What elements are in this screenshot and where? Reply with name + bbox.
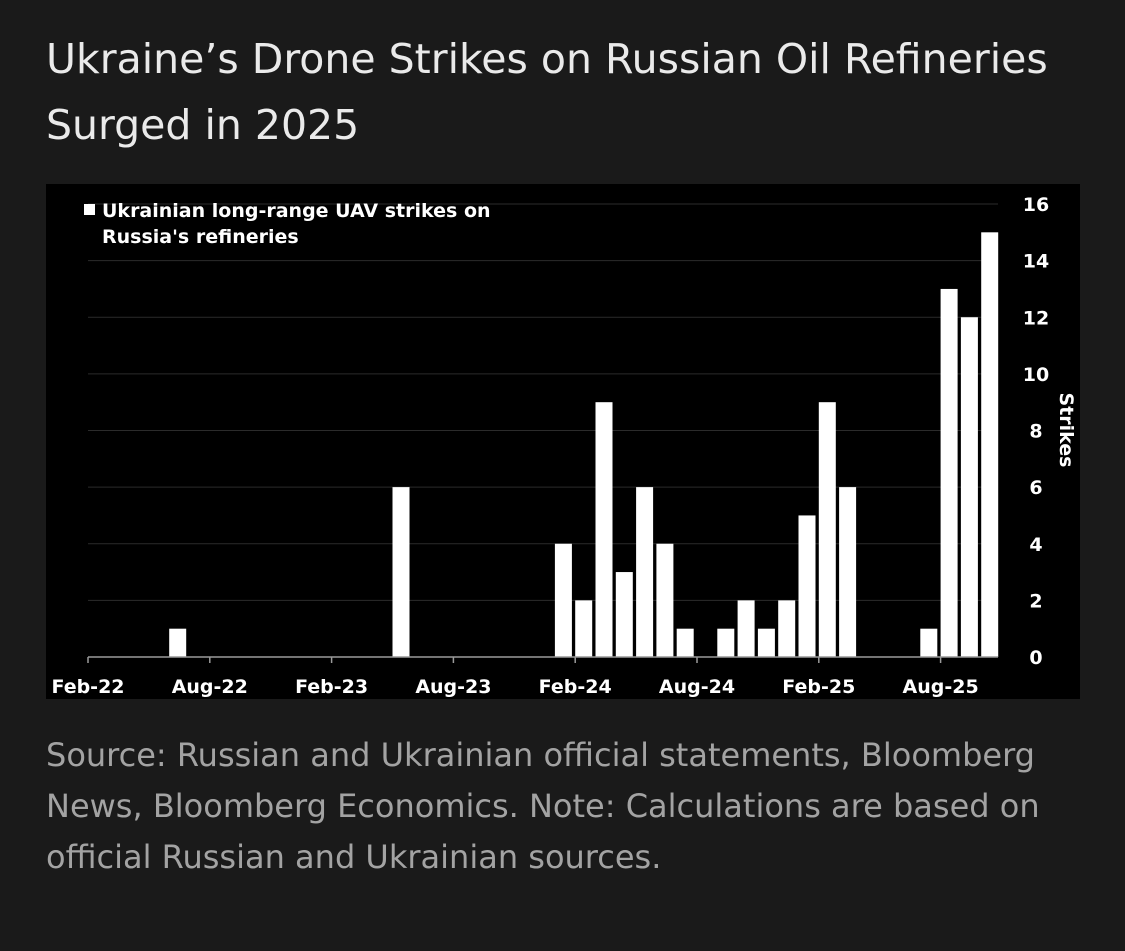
x-tick-label: Feb-25: [782, 676, 855, 698]
bar: [981, 232, 999, 657]
x-tick-label: Feb-22: [51, 676, 124, 698]
legend: Ukrainian long-range UAV strikes on Russ…: [84, 198, 502, 250]
x-tick-label: Aug-22: [172, 676, 248, 698]
x-tick-label: Aug-23: [415, 676, 491, 698]
bar-chart: Feb-22 Aug-22 Feb-23 Aug-23 Feb-24 Aug-24 Feb-…: [51, 194, 1077, 698]
bars: [169, 232, 999, 657]
bar: [392, 487, 410, 657]
bar: [636, 487, 654, 657]
bar: [920, 628, 938, 657]
x-tick-label: Feb-23: [295, 676, 368, 698]
chart-title: Ukraine’s Drone Strikes on Russian Oil R…: [46, 35, 1048, 149]
legend-swatch: [84, 204, 95, 215]
y-tick-label: 8: [1029, 421, 1042, 443]
x-tick-label: Aug-24: [659, 676, 735, 698]
gridlines: [88, 203, 998, 601]
bar: [575, 600, 593, 657]
bar: [737, 600, 755, 657]
bar: [960, 317, 978, 657]
bar: [818, 402, 836, 657]
bar: [798, 515, 816, 657]
bar: [169, 628, 187, 657]
bar: [717, 628, 735, 657]
bar: [940, 288, 958, 657]
x-tick-label: Feb-24: [539, 676, 612, 698]
bar: [839, 487, 857, 657]
y-tick-label: 4: [1029, 534, 1042, 556]
y-tick-label: 10: [1023, 364, 1049, 386]
source-note: Source: Russian and Ukrainian official s…: [46, 736, 1040, 876]
x-axis: Feb-22 Aug-22 Feb-23 Aug-23 Feb-24 Aug-24 Feb-…: [51, 656, 998, 698]
y-axis-label: Strikes: [1055, 393, 1077, 468]
y-tick-label: 6: [1029, 477, 1042, 499]
y-tick-label: 16: [1023, 194, 1049, 216]
y-axis: 0 2 4 6 8 10 12 14 16: [1023, 194, 1049, 669]
y-tick-label: 12: [1023, 307, 1049, 329]
legend-label: Ukrainian long-range UAV strikes on Russ…: [102, 200, 491, 248]
bar: [656, 543, 674, 657]
y-tick-label: 0: [1029, 647, 1042, 669]
x-tick-label: Aug-25: [903, 676, 979, 698]
chart-panel: Feb-22 Aug-22 Feb-23 Aug-23 Feb-24 Aug-24 Feb-…: [46, 184, 1080, 699]
bar: [778, 600, 796, 657]
bar: [757, 628, 775, 657]
bar: [615, 572, 633, 657]
bar: [595, 402, 613, 657]
y-tick-label: 14: [1023, 251, 1049, 273]
y-tick-label: 2: [1029, 590, 1042, 612]
bar: [676, 628, 694, 657]
bar: [554, 543, 572, 657]
